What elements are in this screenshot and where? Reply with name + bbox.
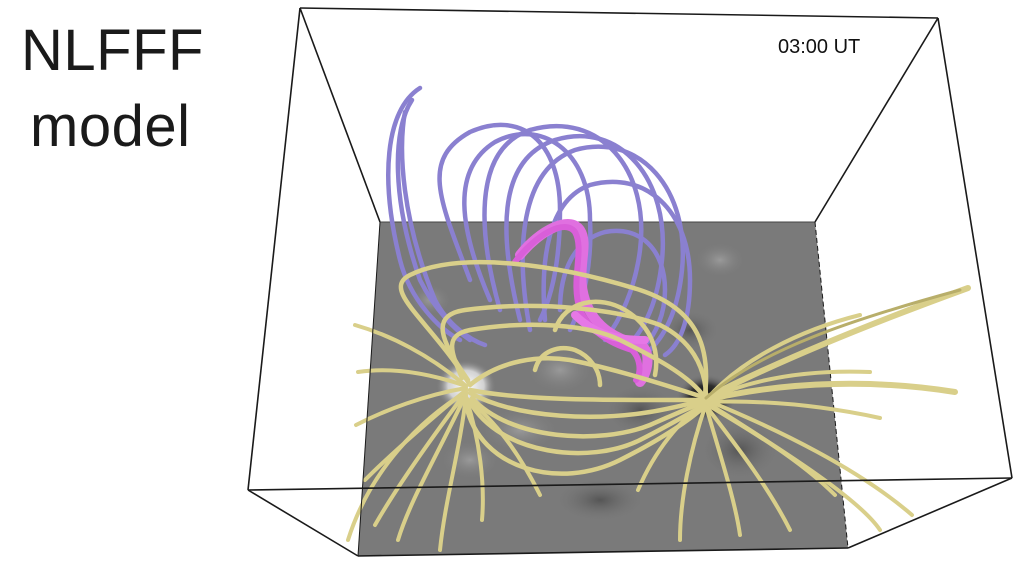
fan-line: [396, 392, 468, 542]
fan-line: [354, 386, 468, 427]
model-title-line-1: NLFFF: [21, 18, 204, 83]
open-field-line: [557, 228, 668, 348]
open-field-line: [504, 133, 666, 348]
fan-line: [373, 390, 468, 527]
closed-field-line: [469, 395, 709, 439]
mottle: [660, 310, 720, 350]
fan-line: [356, 368, 468, 388]
closed-field-line: [467, 390, 709, 419]
model-title-line-2: model: [30, 94, 191, 159]
box-front-top-edge: [247, 477, 1013, 491]
closed-field-line: [552, 299, 659, 378]
extended-field-lines: [703, 285, 971, 403]
fan-line: [464, 396, 485, 522]
negative-fan-lines: [636, 313, 914, 542]
fan-line: [438, 394, 468, 552]
timestamp-label: 03:00 UT: [778, 36, 861, 58]
closed-field-line: [532, 345, 603, 388]
open-field-line: [437, 122, 563, 323]
box-front-left-vertical: [247, 7, 301, 491]
box-front-right-vertical: [937, 17, 1013, 479]
fan-line: [346, 390, 468, 542]
closed-field-line: [398, 259, 709, 398]
box-bottom-right-edge: [847, 477, 1013, 549]
closed-field-line: [467, 356, 709, 401]
box-back-right-edge: [814, 17, 939, 223]
fan-line: [464, 396, 542, 497]
fan-line: [704, 404, 742, 537]
box-front-edges: [247, 221, 1013, 557]
fan-line: [704, 399, 882, 420]
mottle: [694, 242, 746, 278]
closed-field-line: [449, 322, 708, 401]
mottle: [554, 478, 646, 522]
open-field-lines: [386, 85, 693, 358]
box-back-left-edge: [299, 7, 381, 223]
floor-left-edge: [357, 221, 381, 557]
box-top-back-edge: [299, 7, 939, 19]
fan-line: [704, 369, 872, 402]
fan-line: [678, 402, 708, 542]
fan-line: [353, 323, 468, 388]
extended-field-line: [703, 380, 958, 403]
extended-field-line-shadow: [704, 288, 962, 400]
open-field-line: [462, 131, 593, 333]
open-field-line: [482, 123, 644, 343]
box-back-edges: [247, 7, 1013, 491]
fan-line: [704, 398, 914, 517]
positive-fan-lines: [346, 323, 542, 552]
extended-field-line: [703, 285, 971, 401]
box-bottom-front-edge: [357, 547, 849, 557]
open-field-line: [386, 85, 463, 343]
fan-line: [704, 404, 792, 532]
fan-line: [704, 400, 882, 532]
box-bottom-left-edge: [247, 489, 359, 557]
open-field-line: [399, 109, 488, 348]
fan-line: [636, 400, 708, 492]
closed-field-line: [467, 387, 709, 403]
